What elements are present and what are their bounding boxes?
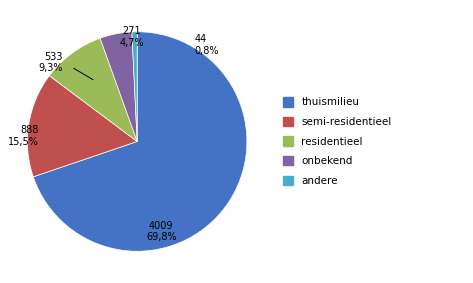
Wedge shape [49,38,137,142]
Wedge shape [132,32,137,142]
Wedge shape [27,76,137,177]
Text: 4009
69,8%: 4009 69,8% [146,221,176,242]
Text: 533
9,3%: 533 9,3% [38,52,62,73]
Legend: thuismilieu, semi-residentieel, residentieel, onbekend, andere: thuismilieu, semi-residentieel, resident… [280,94,395,189]
Wedge shape [33,32,247,251]
Text: 271
4,7%: 271 4,7% [119,26,144,48]
Text: 44
0,8%: 44 0,8% [194,34,219,56]
Text: 888
15,5%: 888 15,5% [8,125,38,147]
Wedge shape [100,32,137,142]
